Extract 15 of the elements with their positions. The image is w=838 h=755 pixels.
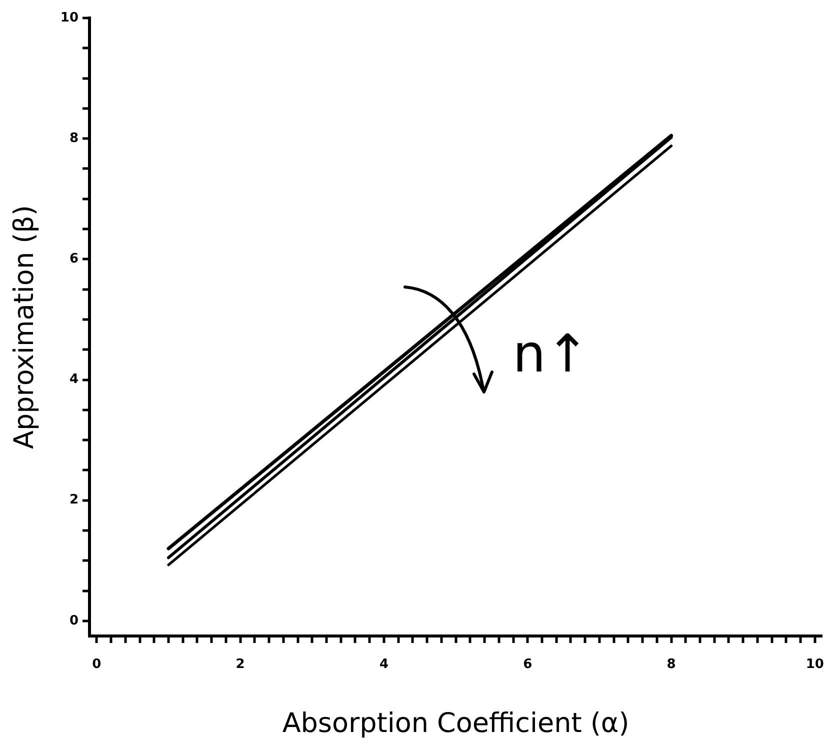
y-tick-label: 10 xyxy=(60,10,78,26)
x-tick-label: 8 xyxy=(666,657,676,672)
x-tick-label: 6 xyxy=(523,657,532,672)
x-tick-label: 0 xyxy=(92,657,102,672)
y-tick-label: 8 xyxy=(69,130,78,146)
y-tick-label: 2 xyxy=(69,492,78,508)
y-tick-label: 6 xyxy=(69,252,78,267)
x-tick-label: 10 xyxy=(806,657,824,672)
y-tick-label: 4 xyxy=(69,372,78,388)
y-tick-label: 0 xyxy=(69,613,78,628)
y-axis-title: Approximation (β) xyxy=(9,205,40,449)
x-axis-title: Absorption Coefficient (α) xyxy=(282,708,630,739)
x-tick-label: 2 xyxy=(236,657,245,672)
x-tick-label: 4 xyxy=(379,657,388,672)
annotation: n↑ xyxy=(512,324,590,384)
